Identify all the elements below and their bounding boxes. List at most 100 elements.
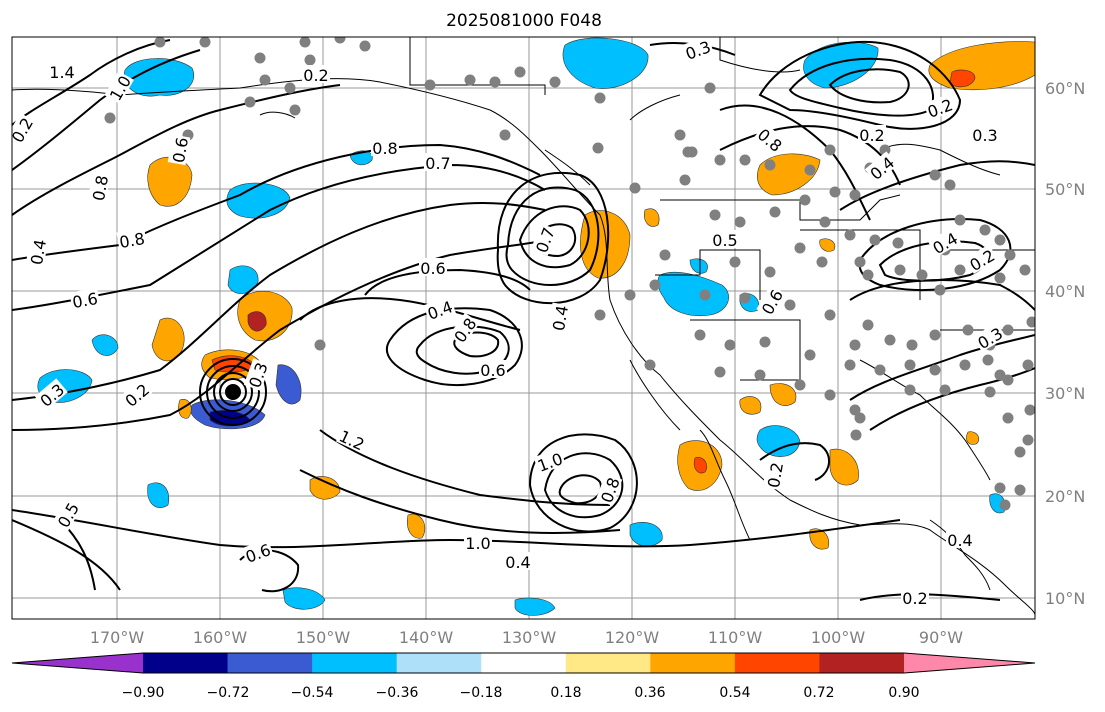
- station-dot: [994, 369, 1006, 381]
- shade-blob: [739, 396, 762, 415]
- station-dot: [849, 404, 861, 416]
- contour-label-bg: [946, 530, 974, 548]
- shade-blob: [227, 265, 259, 294]
- station-dot: [659, 249, 671, 261]
- shade-blob: [949, 69, 976, 88]
- lon-label: 140°W: [399, 628, 454, 647]
- station-dot: [104, 112, 116, 124]
- station-dot: [994, 482, 1006, 494]
- contour-label-bg: [241, 538, 274, 566]
- colorbar-segment: [734, 653, 820, 673]
- station-dot: [592, 142, 604, 154]
- shade-blob: [562, 37, 649, 89]
- shade-blob: [657, 271, 729, 317]
- station-dot: [894, 264, 906, 276]
- contour-label-bg: [419, 258, 447, 276]
- station-dot: [869, 234, 881, 246]
- station-dot: [759, 336, 771, 348]
- station-dot: [739, 292, 751, 304]
- station-dot: [849, 339, 861, 351]
- shade-blob: [514, 597, 556, 616]
- station-dot: [1019, 264, 1031, 276]
- station-dot: [289, 104, 301, 116]
- station-dot: [644, 359, 656, 371]
- contour-label-bg: [423, 295, 456, 323]
- contour-label: 0.2: [303, 66, 328, 85]
- contour-label-bg: [52, 497, 82, 532]
- colorbar-segment: [481, 653, 567, 673]
- shade-blob: [91, 334, 119, 356]
- lat-label: 40°N: [1045, 282, 1085, 301]
- station-dot: [514, 66, 526, 78]
- contour-label-bg: [547, 302, 571, 334]
- lon-label: 100°W: [811, 628, 866, 647]
- station-dot: [1022, 359, 1034, 371]
- station-dot: [739, 154, 751, 166]
- colorbar-tick-label: 0.72: [803, 685, 834, 701]
- station-dot: [259, 74, 271, 86]
- station-dot: [424, 79, 436, 91]
- station-dot: [829, 186, 841, 198]
- contour-label: 0.6: [420, 259, 445, 278]
- contour-label-bg: [504, 552, 532, 570]
- graticule: [12, 37, 1035, 619]
- station-dot: [854, 412, 866, 424]
- station-dot: [714, 154, 726, 166]
- contour-label: 0.4: [27, 238, 50, 266]
- station-dot: [154, 37, 166, 48]
- colorbar-extend-low: [12, 653, 143, 673]
- station-dot: [874, 364, 886, 376]
- colorbar: [11, 652, 1036, 674]
- colorbar-tick-label: −0.54: [291, 685, 334, 701]
- contour-label-bg: [901, 588, 929, 606]
- station-dot: [962, 324, 974, 336]
- shade-blob: [693, 457, 708, 474]
- shade-blob: [644, 208, 660, 227]
- station-dot: [464, 74, 476, 86]
- lat-label: 10°N: [1045, 589, 1085, 608]
- contour-label-bg: [448, 312, 480, 347]
- station-dot: [1014, 484, 1026, 496]
- station-dot: [934, 284, 946, 296]
- shade-blob: [407, 513, 426, 539]
- station-dot: [699, 289, 711, 301]
- station-dot: [284, 82, 296, 94]
- station-dot: [709, 209, 721, 221]
- station-dot: [764, 266, 776, 278]
- colorbar-ticks: −0.90 −0.72 −0.54 −0.36 −0.18 0.18 0.36 …: [122, 685, 920, 701]
- station-dot: [674, 129, 686, 141]
- contour-label: 0.8: [89, 174, 112, 202]
- shade-blob: [247, 311, 267, 332]
- contour-label-bg: [464, 533, 492, 551]
- station-dot: [862, 319, 874, 331]
- station-dot: [824, 389, 836, 401]
- lat-label: 30°N: [1045, 384, 1085, 403]
- colorbar-segment: [227, 653, 313, 673]
- contour-label-bg: [927, 227, 962, 257]
- station-dot: [854, 256, 866, 268]
- station-dot: [304, 54, 316, 66]
- colorbar-segment: [819, 653, 905, 673]
- contour-label: 1.0: [465, 534, 490, 553]
- station-dot: [999, 499, 1011, 511]
- contour-label-bg: [595, 473, 623, 506]
- lon-label: 90°W: [919, 628, 963, 647]
- station-dot: [694, 329, 706, 341]
- contour-lines: [12, 39, 1035, 601]
- station-dot: [724, 339, 736, 351]
- lat-label: 50°N: [1045, 180, 1085, 199]
- lon-label: 130°W: [502, 628, 557, 647]
- shade-blob: [309, 476, 341, 500]
- station-dot: [794, 379, 806, 391]
- station-dot: [489, 76, 501, 88]
- station-dot: [594, 92, 606, 104]
- station-dot: [959, 359, 971, 371]
- station-dot: [954, 214, 966, 226]
- lon-label: 150°W: [296, 628, 351, 647]
- shade-blob: [275, 364, 302, 405]
- colorbar-tick-label: 0.36: [634, 685, 665, 701]
- latitude-axis: 60°N 50°N 40°N 30°N 20°N 10°N: [1045, 79, 1085, 608]
- shade-blob: [756, 425, 801, 457]
- anomaly-shading: [37, 37, 1035, 616]
- shade-blob: [629, 521, 663, 547]
